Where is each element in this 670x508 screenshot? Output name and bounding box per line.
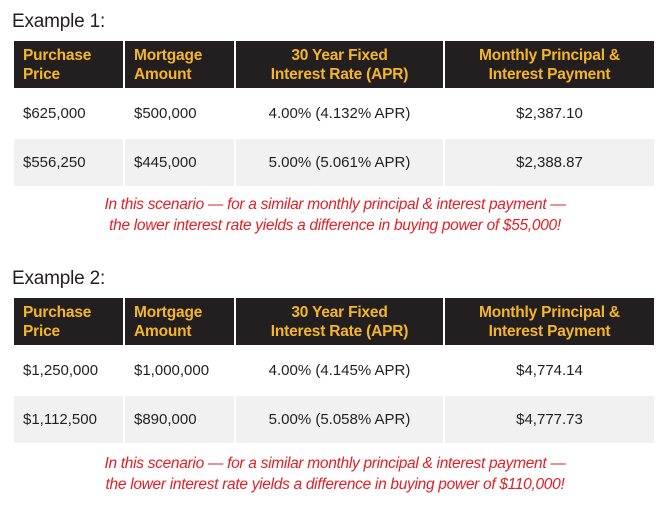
header-purchase-price: Purchase Price xyxy=(14,298,123,345)
cell-mortgage-amount: $890,000 xyxy=(125,396,234,443)
cell-mortgage-amount: $445,000 xyxy=(125,139,234,186)
header-interest-rate: 30 Year Fixed Interest Rate (APR) xyxy=(236,41,443,88)
table-header-row: Purchase Price Mortgage Amount 30 Year Fix… xyxy=(14,41,654,88)
example-title: Example 2: xyxy=(12,268,106,289)
cell-monthly-payment: $2,388.87 xyxy=(445,139,654,186)
cell-monthly-payment: $4,774.14 xyxy=(445,347,654,394)
header-mortgage-amount: Mortgage Amount xyxy=(125,298,234,345)
table-row: $556,250 $445,000 5.00% (5.061% APR) $2,… xyxy=(14,139,654,186)
header-monthly-payment: Monthly Principal & Interest Payment xyxy=(445,41,654,88)
cell-mortgage-amount: $500,000 xyxy=(125,90,234,137)
table-header-row: Purchase Price Mortgage Amount 30 Year Fix… xyxy=(14,298,654,345)
header-text: Mortgage xyxy=(134,303,203,321)
header-text: Amount xyxy=(134,65,192,83)
cell-purchase-price: $556,250 xyxy=(14,139,123,186)
header-text: Interest Rate (APR) xyxy=(270,322,409,340)
note-line: the lower interest rate yields a differe… xyxy=(109,217,561,234)
cell-interest-rate: 4.00% (4.132% APR) xyxy=(236,90,443,137)
header-text: Mortgage xyxy=(134,46,203,64)
cell-interest-rate: 5.00% (5.061% APR) xyxy=(236,139,443,186)
table-row: $1,250,000 $1,000,000 4.00% (4.145% APR)… xyxy=(14,347,654,394)
cell-purchase-price: $1,112,500 xyxy=(14,396,123,443)
note-line: the lower interest rate yields a differe… xyxy=(105,476,565,493)
header-text: Purchase xyxy=(23,46,92,64)
cell-monthly-payment: $2,387.10 xyxy=(445,90,654,137)
header-text: 30 Year Fixed xyxy=(291,46,388,64)
header-text: Monthly Principal & xyxy=(479,303,620,321)
cell-interest-rate: 5.00% (5.058% APR) xyxy=(236,396,443,443)
cell-mortgage-amount: $1,000,000 xyxy=(125,347,234,394)
cell-interest-rate: 4.00% (4.145% APR) xyxy=(236,347,443,394)
header-text: Price xyxy=(23,65,60,83)
cell-purchase-price: $1,250,000 xyxy=(14,347,123,394)
header-text: Amount xyxy=(134,322,192,340)
comparison-table: Purchase Price Mortgage Amount 30 Year Fix… xyxy=(14,41,654,188)
header-text: Interest Rate (APR) xyxy=(270,65,409,83)
header-text: Interest Payment xyxy=(488,322,611,340)
scenario-note: In this scenario — for a similar monthly… xyxy=(0,453,670,495)
header-purchase-price: Purchase Price xyxy=(14,41,123,88)
example-title: Example 1: xyxy=(12,11,106,32)
note-line: In this scenario — for a similar monthly… xyxy=(104,455,566,472)
header-text: Purchase xyxy=(23,303,92,321)
cell-purchase-price: $625,000 xyxy=(14,90,123,137)
header-monthly-payment: Monthly Principal & Interest Payment xyxy=(445,298,654,345)
header-text: 30 Year Fixed xyxy=(291,303,388,321)
header-text: Interest Payment xyxy=(488,65,611,83)
note-line: In this scenario — for a similar monthly… xyxy=(104,196,566,213)
header-text: Monthly Principal & xyxy=(479,46,620,64)
table-row: $625,000 $500,000 4.00% (4.132% APR) $2,… xyxy=(14,90,654,137)
header-interest-rate: 30 Year Fixed Interest Rate (APR) xyxy=(236,298,443,345)
cell-monthly-payment: $4,777.73 xyxy=(445,396,654,443)
header-text: Price xyxy=(23,322,60,340)
scenario-note: In this scenario — for a similar monthly… xyxy=(0,194,670,236)
table-row: $1,112,500 $890,000 5.00% (5.058% APR) $… xyxy=(14,396,654,443)
comparison-table: Purchase Price Mortgage Amount 30 Year Fix… xyxy=(14,298,654,445)
header-mortgage-amount: Mortgage Amount xyxy=(125,41,234,88)
